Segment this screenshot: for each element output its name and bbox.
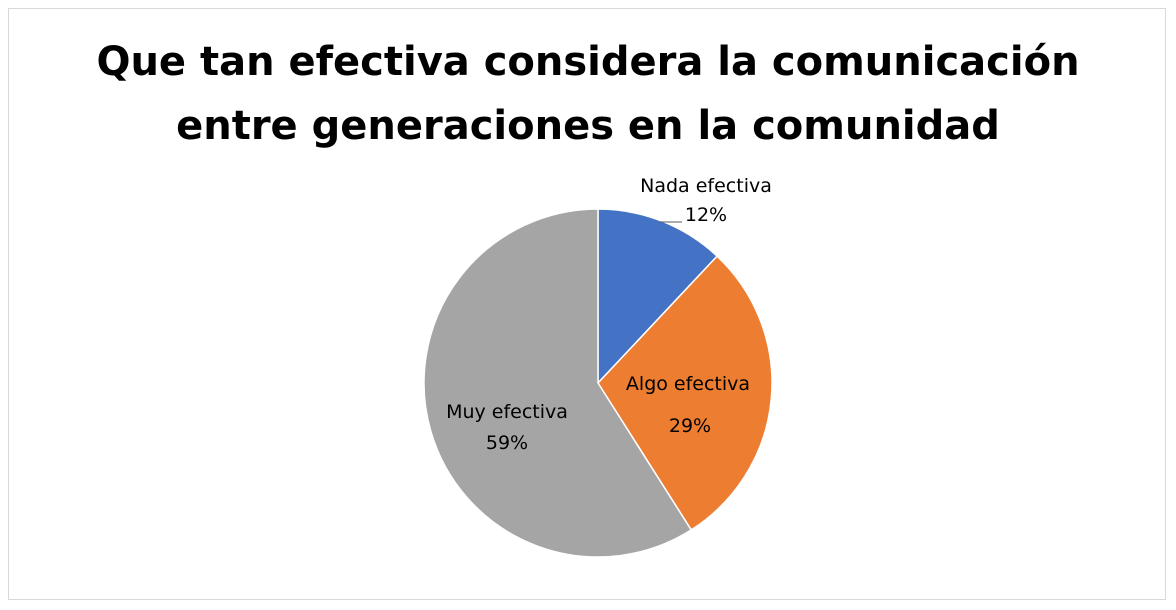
slice-label-nada-efectiva: Nada efectiva [640, 175, 772, 197]
slice-value-algo-efectiva: 29% [669, 415, 711, 437]
pie-slice-muy-efectiva [423, 208, 693, 558]
slice-value-muy-efectiva: 59% [486, 432, 528, 454]
pie-slices [423, 208, 773, 558]
slice-label-muy-efectiva: Muy efectiva [446, 401, 568, 423]
chart-title: Que tan efectiva considera la comunicaci… [0, 30, 1176, 158]
chart-title-line-2: entre generaciones en la comunidad [176, 103, 1000, 149]
pie-slice-nada-efectiva [597, 208, 719, 385]
slice-value-nada-efectiva: 12% [685, 204, 727, 226]
slice-label-algo-efectiva: Algo efectiva [626, 373, 750, 395]
pie-slice-algo-efectiva [597, 255, 773, 531]
chart-title-line-1: Que tan efectiva considera la comunicaci… [96, 39, 1080, 85]
